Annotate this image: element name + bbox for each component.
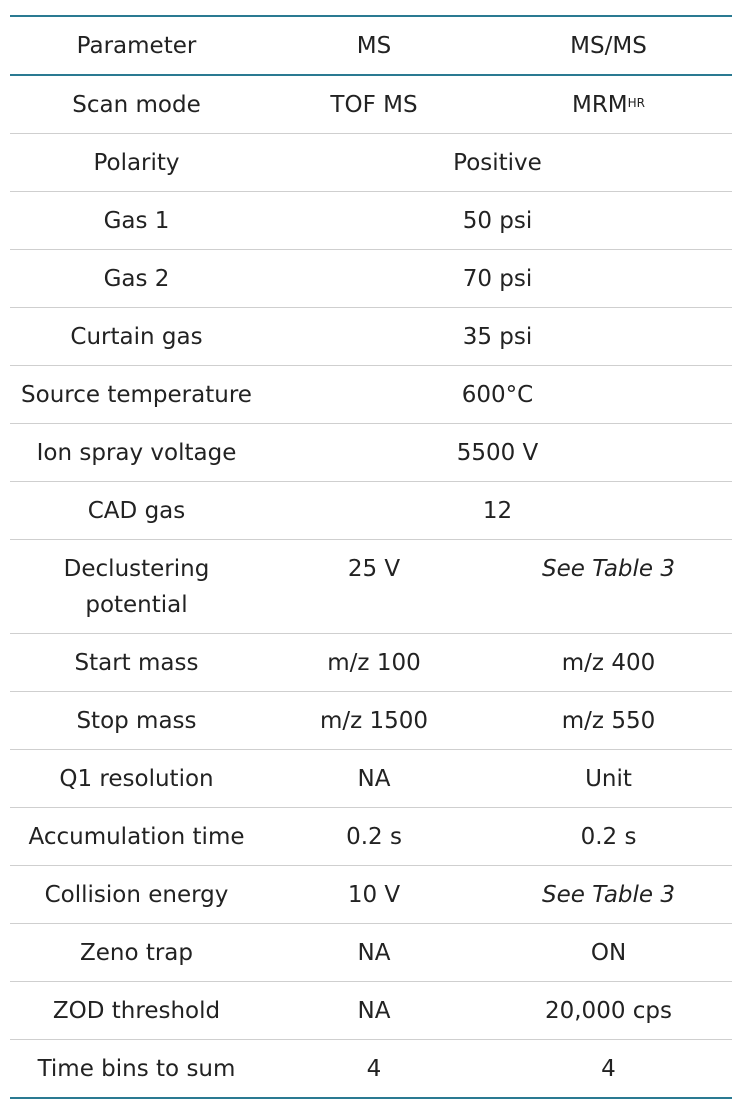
msms-value: m/z 400 [561, 650, 656, 676]
table-row: Source temperature 600°C [10, 366, 732, 424]
table-row: Zeno trap NA ON [10, 924, 732, 982]
row-label: Start mass [74, 650, 199, 676]
table-row: CAD gas 12 [10, 482, 732, 540]
row-label: Time bins to sum [37, 1056, 236, 1082]
shared-value: 5500 V [456, 440, 539, 466]
row-label: Zeno trap [79, 940, 194, 966]
row-label: Polarity [93, 150, 180, 176]
table-bottom-rule [10, 1097, 732, 1099]
row-label: Ion spray voltage [36, 440, 237, 466]
table-row: Accumulation time 0.2 s 0.2 s [10, 808, 732, 866]
msms-value: 0.2 s [580, 824, 637, 850]
row-label: Curtain gas [70, 324, 203, 350]
table-row-declustering: Declustering potential 25 V See Table 3 [10, 540, 732, 634]
row-label: Q1 resolution [59, 766, 214, 792]
table-row: Ion spray voltage 5500 V [10, 424, 732, 482]
msms-value: MRMHR [485, 76, 732, 133]
ms-value: NA [357, 766, 391, 792]
shared-value: 35 psi [462, 324, 533, 350]
msms-value: ON [590, 940, 627, 966]
msms-value: 4 [601, 1056, 616, 1082]
table-row: Stop mass m/z 1500 m/z 550 [10, 692, 732, 750]
shared-value: 70 psi [462, 266, 533, 292]
ms-value: 0.2 s [346, 824, 402, 850]
msms-value: Unit [585, 766, 632, 792]
msms-value: See Table 3 [541, 882, 676, 908]
table-row-scan-mode: Scan mode TOF MS MRMHR [10, 76, 732, 134]
row-label: Stop mass [76, 708, 197, 734]
table-row: Q1 resolution NA Unit [10, 750, 732, 808]
msms-value: m/z 550 [561, 708, 656, 734]
table-row: ZOD threshold NA 20,000 cps [10, 982, 732, 1040]
table-row: Start mass m/z 100 m/z 400 [10, 634, 732, 692]
table-header-row: Parameter MS MS/MS [10, 17, 732, 76]
row-label: Scan mode [72, 92, 201, 118]
table-row: Polarity Positive [10, 134, 732, 192]
shared-value: 50 psi [462, 208, 533, 234]
table-row: Curtain gas 35 psi [10, 308, 732, 366]
ms-value: 4 [366, 1056, 382, 1082]
row-label-line2: potential [85, 592, 188, 618]
table-row: Collision energy 10 V See Table 3 [10, 866, 732, 924]
row-label: Collision energy [44, 882, 229, 908]
row-label: Gas 2 [103, 266, 170, 292]
header-parameter: Parameter [76, 33, 197, 59]
header-msms: MS/MS [570, 33, 647, 59]
ms-value: m/z 1500 [319, 708, 429, 734]
mrm-text: MRM [571, 92, 628, 118]
msms-value: See Table 3 [541, 556, 676, 582]
row-label: CAD gas [87, 498, 186, 524]
row-label: ZOD threshold [52, 998, 221, 1024]
parameters-table: Parameter MS MS/MS Scan mode TOF MS MRMH… [10, 15, 732, 1099]
row-label: Declustering potential [10, 540, 263, 633]
table-row: Gas 1 50 psi [10, 192, 732, 250]
header-ms: MS [356, 33, 392, 59]
ms-value: m/z 100 [327, 650, 421, 676]
table-row: Time bins to sum 4 4 [10, 1040, 732, 1097]
row-label-line1: Declustering [63, 556, 210, 582]
hr-superscript: HR [627, 96, 646, 110]
row-label: Accumulation time [28, 824, 245, 850]
ms-value: NA [357, 998, 391, 1024]
shared-value: Positive [453, 150, 542, 176]
msms-value: 20,000 cps [544, 998, 673, 1024]
ms-value: 25 V [347, 556, 401, 582]
ms-value: NA [357, 940, 391, 966]
shared-value: 12 [482, 498, 513, 524]
ms-value: 10 V [347, 882, 401, 908]
row-label: Gas 1 [103, 208, 170, 234]
row-label: Source temperature [21, 382, 252, 408]
shared-value: 600°C [461, 382, 534, 408]
table-top-rule [10, 15, 732, 17]
table-row: Gas 2 70 psi [10, 250, 732, 308]
ms-value: TOF MS [330, 92, 418, 118]
